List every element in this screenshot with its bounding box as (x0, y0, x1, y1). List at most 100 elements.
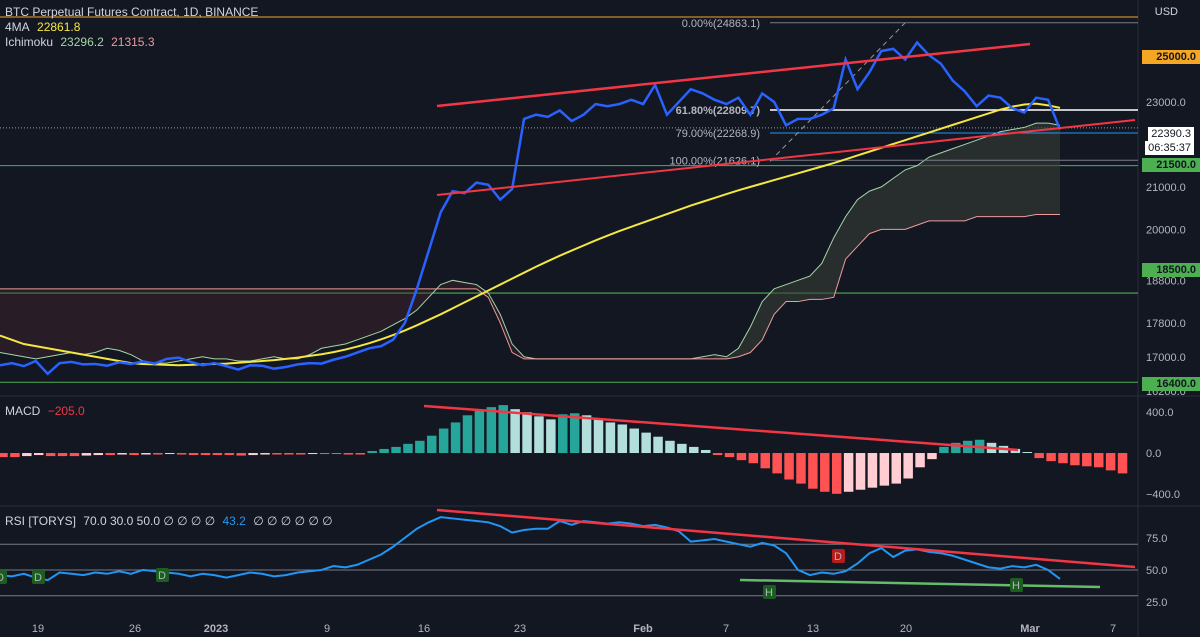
macd-legend[interactable]: MACD −205.0 (5, 404, 89, 419)
macd-bar (498, 405, 508, 454)
rsi-marker-0 (0, 570, 7, 584)
macd-bar (796, 453, 806, 484)
macd-bar (105, 453, 115, 456)
macd-bar (522, 412, 532, 454)
ichimoku-value-1: 23296.2 (60, 35, 104, 49)
macd-bar (784, 453, 794, 480)
macd-bar (486, 407, 497, 454)
macd-bar (546, 419, 556, 454)
rsi-support-line (739, 578, 1101, 589)
price-axis-tick-3: 18800.0 (1146, 275, 1186, 287)
ichimoku-label: Ichimoku (5, 35, 54, 49)
macd-bar (617, 424, 628, 454)
time-axis-tick-7: 7 (723, 623, 729, 635)
macd-bar (510, 409, 520, 454)
price-label-25000[interactable]: 25000.0 (1142, 50, 1200, 64)
time-axis-tick-11: 7 (1110, 623, 1116, 635)
macd-bar (307, 453, 318, 455)
macd-bar (331, 453, 342, 455)
macd-bar (831, 453, 842, 494)
time-axis-tick-4: 16 (418, 623, 430, 635)
macd-bar (593, 419, 604, 454)
current-price-label[interactable]: 22390.3 (1148, 127, 1194, 141)
fib-label-100: 100.00%(21626.1) (669, 155, 760, 167)
macd-bar (772, 453, 782, 474)
macd-bar (45, 453, 56, 457)
macd-bar (462, 415, 473, 454)
macd-bar (879, 453, 890, 486)
macd-bar (605, 422, 616, 454)
channel-lower-trendline (436, 119, 1136, 196)
macd-axis-tick-0: 400.0 (1146, 407, 1174, 419)
macd-bar (1117, 453, 1128, 474)
time-axis-tick-0: 19 (32, 623, 44, 635)
price-label-16400[interactable]: 16400.0 (1142, 377, 1200, 391)
rsi-params: 70.0 30.0 50.0 ∅ ∅ ∅ ∅ (83, 514, 216, 528)
price-line (0, 40, 1062, 376)
price-label-21500[interactable]: 21500.0 (1142, 158, 1200, 172)
macd-bar (1022, 452, 1033, 454)
macd-bar (808, 453, 818, 489)
macd-bar (1105, 453, 1116, 471)
macd-bar (153, 453, 163, 455)
rsi-axis-tick-0: 75.0 (1146, 533, 1167, 545)
ma-value: 22861.8 (37, 20, 81, 34)
macd-axis-tick-2: −400.0 (1146, 489, 1180, 501)
macd-bar (927, 453, 937, 460)
macd-bar (296, 453, 306, 455)
macd-bar (760, 453, 770, 469)
price-label-18500[interactable]: 18500.0 (1142, 263, 1200, 277)
time-axis-tick-6: Feb (633, 623, 653, 635)
macd-bar (224, 453, 235, 456)
macd-bar (415, 440, 425, 454)
macd-bar (391, 446, 401, 454)
fib-label-79: 79.00%(22268.9) (676, 128, 760, 140)
macd-bar (367, 450, 377, 454)
ichimoku-cloud (0, 123, 1060, 364)
rsi-axis-tick-2: 25.0 (1146, 597, 1167, 609)
macd-bar (1058, 453, 1068, 464)
macd-bar (581, 415, 592, 454)
countdown-label: 06:35:37 (1145, 141, 1194, 155)
time-axis-tick-8: 13 (807, 623, 819, 635)
macd-bar (57, 453, 68, 457)
rsi-marker-1 (32, 570, 45, 584)
macd-bar (343, 453, 354, 455)
rsi-marker-label-3: D (834, 551, 842, 563)
ichimoku-cloud-bullish (714, 123, 1060, 359)
macd-bar (69, 453, 80, 457)
price-axis-tick-5: 17000.0 (1146, 352, 1186, 364)
rsi-marker-label-4: H (765, 587, 773, 599)
macd-bar (438, 428, 449, 454)
ichimoku-value-2: 21315.3 (111, 35, 155, 49)
rsi-marker-3 (832, 549, 845, 563)
rsi-marker-label-5: H (1012, 580, 1020, 592)
macd-bar (677, 443, 687, 454)
ichimoku-legend[interactable]: Ichimoku 23296.2 21315.3 (5, 35, 258, 50)
rsi-marker-label-2: D (158, 570, 166, 582)
time-axis-tick-5: 23 (514, 623, 526, 635)
rsi-marker-5 (1010, 578, 1023, 592)
macd-bar (319, 453, 330, 455)
fib-label-0: 0.00%(24863.1) (682, 18, 760, 30)
ma-legend[interactable]: 4MA 22861.8 (5, 20, 258, 35)
macd-bar (355, 453, 366, 455)
macd-bar (10, 453, 20, 458)
macd-bar (700, 449, 711, 454)
macd-bar (176, 453, 187, 455)
macd-bar (712, 453, 723, 456)
macd-bar (164, 453, 175, 455)
rsi-legend[interactable]: RSI [TORYS] 70.0 30.0 50.0 ∅ ∅ ∅ ∅ 43.2 … (5, 514, 337, 529)
macd-bar (629, 428, 639, 454)
rsi-marker-2 (156, 568, 169, 582)
rsi-axis-tick-1: 50.0 (1146, 565, 1167, 577)
macd-bar (272, 453, 282, 455)
macd-bar (653, 436, 663, 454)
symbol-title[interactable]: BTC Perpetual Futures Contract, 1D, BINA… (5, 5, 259, 19)
macd-bar (665, 440, 675, 454)
macd-bar (558, 414, 568, 454)
macd-bar (855, 453, 866, 490)
